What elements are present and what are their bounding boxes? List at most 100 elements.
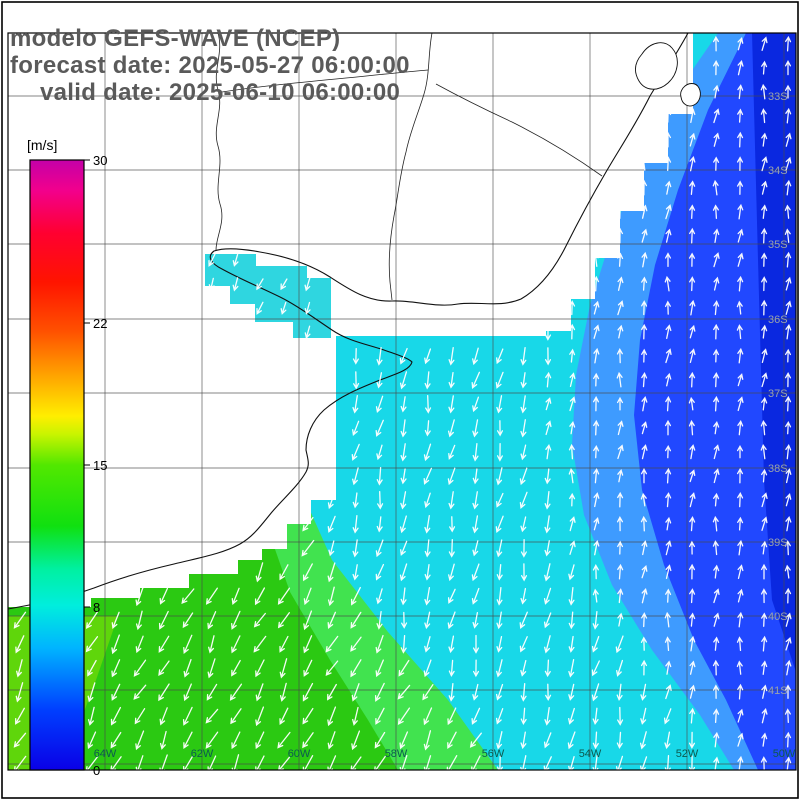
wind-arrow <box>737 611 744 628</box>
wind-arrow <box>712 515 719 532</box>
wind-arrow <box>761 492 768 508</box>
wind-arrow <box>205 587 218 605</box>
wind-arrow <box>520 538 527 558</box>
wind-arrow <box>520 516 527 533</box>
wind-arrow <box>399 563 408 582</box>
wind-arrow <box>399 515 407 534</box>
wind-arrow <box>737 539 744 556</box>
estuary-field <box>205 254 331 338</box>
river-border-path <box>435 83 603 177</box>
wind-arrow <box>397 684 411 700</box>
wind-arrow <box>712 179 719 196</box>
wind-arrow <box>111 634 120 655</box>
wind-arrow <box>737 131 744 148</box>
wind-arrow <box>495 683 504 701</box>
wind-arrow <box>760 83 767 100</box>
wind-arrow <box>689 324 696 339</box>
wind-arrow <box>785 35 792 52</box>
wind-arrow <box>205 731 219 749</box>
lon-label: 56W <box>482 748 505 760</box>
wind-arrow <box>16 659 23 678</box>
wind-arrow <box>208 635 215 654</box>
wind-arrow <box>761 635 768 652</box>
wind-arrow <box>785 756 792 771</box>
wind-arrow <box>472 515 479 534</box>
wind-arrow <box>689 155 696 172</box>
wind-arrow <box>737 588 744 603</box>
wind-arrow <box>350 586 361 606</box>
wind-arrow <box>472 347 479 366</box>
wind-arrow <box>327 586 335 607</box>
wind-arrow <box>375 539 384 558</box>
wind-arrow <box>737 492 744 508</box>
wind-arrow <box>279 635 289 653</box>
wind-arrow <box>616 683 623 702</box>
wind-arrow <box>737 84 744 100</box>
wind-arrow <box>279 658 288 679</box>
wind-arrow <box>472 468 479 485</box>
wind-arrow <box>664 419 672 436</box>
wind-arrow <box>641 565 648 579</box>
wind-arrow <box>206 683 218 701</box>
wind-arrow <box>712 204 719 219</box>
colorbar-ticks: 30 22 15 8 0 <box>84 153 107 778</box>
wind-arrow <box>617 276 624 291</box>
wind-arrow <box>688 563 696 580</box>
lat-label: 41S <box>768 685 788 697</box>
wind-arrow <box>737 228 744 243</box>
wind-arrow <box>737 252 744 267</box>
title-block: modelo GEFS-WAVE (NCEP) forecast date: 2… <box>10 25 409 106</box>
wind-arrow <box>207 611 217 630</box>
wind-arrow <box>737 564 744 580</box>
wind-arrow <box>592 395 600 412</box>
wind-arrow <box>615 755 624 773</box>
wind-arrow <box>712 684 720 699</box>
wind-arrow <box>327 731 336 750</box>
lagoon-path <box>635 42 678 90</box>
wind-arrow <box>617 706 624 726</box>
wind-arrow <box>737 108 744 123</box>
wind-arrow <box>713 372 720 388</box>
wind-arrow <box>520 682 527 702</box>
wind-arrow <box>544 563 551 582</box>
wind-arrow <box>592 564 599 580</box>
colorbar-tick-label: 30 <box>93 153 107 168</box>
wind-arrow <box>616 348 623 364</box>
wind-arrow <box>785 420 792 435</box>
wind-arrow <box>785 323 792 340</box>
wind-arrow <box>689 299 696 316</box>
wind-arrow <box>545 443 552 460</box>
wind-arrow <box>567 731 576 750</box>
wind-arrow <box>496 755 503 773</box>
wind-arrow <box>472 491 479 510</box>
wind-arrow <box>689 371 696 388</box>
wind-arrow <box>761 732 768 747</box>
wind-arrow <box>207 658 216 679</box>
wind-arrow <box>400 587 407 606</box>
wind-arrow <box>13 611 27 629</box>
wind-arrow <box>544 635 551 654</box>
wind-arrow <box>641 395 648 412</box>
wind-arrow <box>422 684 434 701</box>
wind-arrow <box>617 324 624 339</box>
wind-arrow <box>87 731 97 750</box>
wind-arrow <box>496 348 504 365</box>
wind-arrow <box>520 395 527 414</box>
wind-arrow <box>689 588 696 604</box>
wind-arrow <box>713 468 720 484</box>
wind-arrow <box>255 659 265 678</box>
wind-arrow <box>471 371 481 389</box>
wind-direction-arrows <box>13 35 792 775</box>
wind-arrow <box>665 492 672 508</box>
wind-arrow <box>399 347 408 365</box>
wind-arrow <box>110 731 122 749</box>
wind-arrow <box>761 612 768 627</box>
wind-arrow <box>543 732 552 749</box>
wind-arrow <box>352 420 360 436</box>
wind-arrow <box>689 612 696 627</box>
wind-arrow <box>760 588 768 604</box>
wind-arrow <box>713 444 720 460</box>
wind-arrow <box>688 731 696 749</box>
